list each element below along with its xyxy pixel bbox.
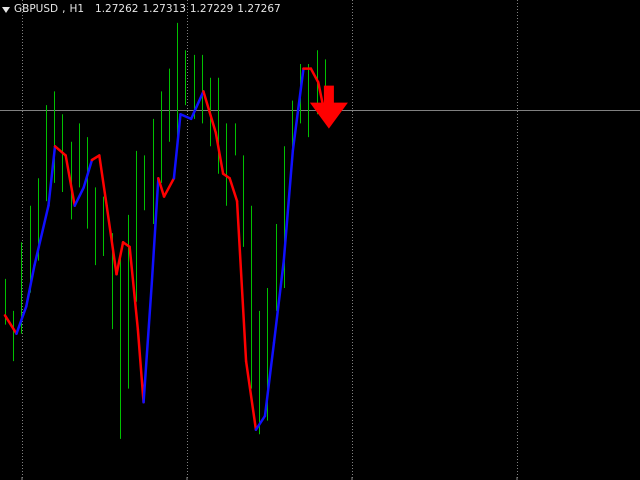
trend-segment-up	[189, 90, 205, 121]
chart-menu-triangle-icon[interactable]	[2, 6, 10, 13]
quote-high: 1.27313	[142, 3, 186, 15]
trend-segment-down	[64, 154, 76, 207]
trend-segment-up	[172, 113, 182, 180]
quote-low: 1.27229	[189, 3, 234, 15]
trend-segment-down	[128, 245, 140, 331]
trend-segment-up	[15, 305, 28, 335]
trend-segment-up	[33, 204, 50, 267]
trend-segment-up	[263, 341, 276, 418]
trend-segment-down	[221, 172, 231, 180]
trend-segment-down	[202, 90, 217, 134]
trend-segment-up	[73, 186, 85, 207]
chart-symbol: GBPUSD	[14, 3, 59, 15]
trend-segment-up	[25, 263, 36, 308]
signal-arrow	[309, 85, 348, 129]
trend-segment-up	[291, 67, 305, 153]
quote-open: 1.27262	[95, 3, 139, 15]
trend-segment-down	[53, 145, 67, 157]
trend-segment-down	[228, 177, 239, 203]
trend-segment-down	[105, 204, 118, 276]
chart-timeframe: H1	[69, 3, 85, 15]
trend-segment-down	[235, 199, 248, 363]
price-bars	[5, 22, 326, 439]
trend-segment-up	[282, 149, 295, 262]
chart-title-bar: GBPUSD, H1 1.27262 1.27313 1.27229 1.2726…	[2, 2, 281, 16]
quote-close: 1.27267	[237, 3, 281, 15]
trend-segment-down	[3, 314, 18, 335]
trend-segment-down	[214, 131, 225, 175]
trend-segment-down	[90, 154, 101, 162]
trend-segment-up	[47, 145, 57, 207]
trend-segment-up	[179, 113, 193, 121]
trend-segment-down	[157, 177, 166, 198]
trend-segment-down	[121, 241, 131, 249]
trend-segment-up	[142, 282, 154, 404]
trend-indicator-line	[3, 67, 327, 431]
trend-segment-down	[162, 177, 176, 198]
trend-segment-down	[244, 359, 258, 431]
trend-segment-down	[98, 154, 108, 207]
trend-segment-down	[136, 327, 145, 404]
trend-segment-down	[309, 67, 320, 84]
down-arrow-icon	[309, 85, 348, 129]
trend-segment-up	[150, 177, 160, 285]
trend-segment-up	[254, 414, 267, 431]
trend-segment-up	[272, 259, 286, 345]
trend-segment-up	[82, 158, 94, 189]
trend-segment-down	[115, 241, 125, 276]
